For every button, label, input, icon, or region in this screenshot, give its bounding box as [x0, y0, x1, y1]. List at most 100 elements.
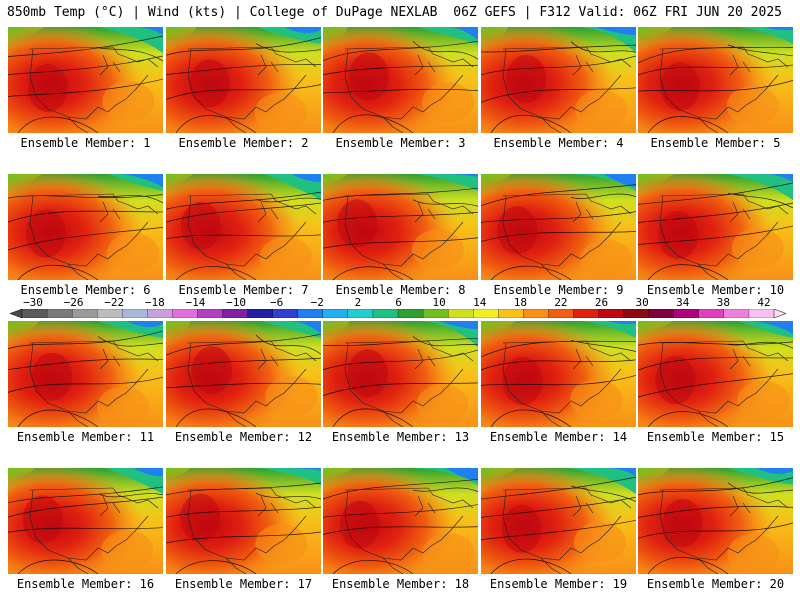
panel-map [638, 468, 793, 574]
ensemble-member-panel-20 [638, 468, 793, 574]
ensemble-member-panel-10 [638, 174, 793, 280]
ensemble-member-label: Ensemble Member: 14 [489, 430, 628, 444]
panel-map [8, 27, 163, 133]
ensemble-member-panel-17 [166, 468, 321, 574]
ensemble-member-label: Ensemble Member: 18 [331, 577, 470, 591]
ensemble-member-label: Ensemble Member: 17 [174, 577, 313, 591]
colorbar-swatch [397, 309, 424, 318]
colorbar-swatch [422, 309, 449, 318]
colorbar-tick-label: −22 [104, 296, 125, 309]
colorbar-tick-label: 2 [354, 296, 362, 309]
temperature-colorbar [10, 309, 786, 318]
ensemble-member-panel-19 [481, 468, 636, 574]
panel-map [166, 321, 321, 427]
panel-map [481, 27, 636, 133]
ensemble-member-panel-11 [8, 321, 163, 427]
colorbar-swatch [247, 309, 274, 318]
ensemble-member-panel-18 [323, 468, 478, 574]
colorbar-swatch [723, 309, 750, 318]
ensemble-member-panel-3 [323, 27, 478, 133]
colorbar-swatch [97, 309, 123, 318]
ensemble-member-label: Ensemble Member: 3 [335, 136, 466, 150]
ensemble-member-label: Ensemble Member: 19 [489, 577, 628, 591]
colorbar-tick-label: 10 [432, 296, 446, 309]
ensemble-member-panel-15 [638, 321, 793, 427]
ensemble-member-panel-4 [481, 27, 636, 133]
ensemble-member-panel-16 [8, 468, 163, 574]
panel-map [166, 468, 321, 574]
colorbar-swatch [673, 309, 700, 318]
model-run-label: 06Z GEFS | F312 Valid: 06Z FRI JUN 20 20… [453, 5, 782, 20]
colorbar-swatch [598, 309, 625, 318]
panel-map [323, 27, 478, 133]
panel-map [323, 321, 478, 427]
ensemble-member-label: Ensemble Member: 6 [20, 283, 151, 297]
panel-map [481, 174, 636, 280]
ensemble-member-panel-13 [323, 321, 478, 427]
colorbar-tick-label: −18 [144, 296, 165, 309]
colorbar-swatch [297, 309, 324, 318]
ensemble-member-panel-8 [323, 174, 478, 280]
panel-map [481, 468, 636, 574]
colorbar-tick-label: 14 [473, 296, 487, 309]
colorbar-swatch [197, 309, 223, 318]
ensemble-member-label: Ensemble Member: 11 [16, 430, 155, 444]
colorbar-tick-label: 38 [716, 296, 730, 309]
colorbar-tick-label: −6 [270, 296, 284, 309]
ensemble-member-label: Ensemble Member: 7 [178, 283, 309, 297]
panel-map [638, 174, 793, 280]
panel-map [638, 321, 793, 427]
colorbar-tick-label: 18 [513, 296, 527, 309]
ensemble-member-label: Ensemble Member: 13 [331, 430, 470, 444]
colorbar-tick-label: 22 [554, 296, 568, 309]
colorbar-swatch [122, 309, 148, 318]
colorbar-arrow-high [773, 309, 786, 318]
colorbar-tick-label: 42 [757, 296, 771, 309]
colorbar-tick-label: −14 [185, 296, 206, 309]
colorbar-swatch [172, 309, 198, 318]
panel-map [638, 27, 793, 133]
ensemble-member-panel-14 [481, 321, 636, 427]
panel-map [481, 321, 636, 427]
colorbar-tick-label: 26 [594, 296, 609, 309]
colorbar-tick-label: −26 [63, 296, 84, 309]
panel-map [166, 174, 321, 280]
colorbar-swatch [21, 309, 48, 318]
panel-map [8, 321, 163, 427]
colorbar-swatch [648, 309, 675, 318]
panel-map [8, 468, 163, 574]
colorbar-swatch [71, 309, 98, 318]
colorbar-tick-label: −2 [310, 296, 324, 309]
ensemble-member-label: Ensemble Member: 5 [650, 136, 781, 150]
ensemble-member-panel-9 [481, 174, 636, 280]
colorbar-swatch [322, 309, 349, 318]
panel-map [323, 468, 478, 574]
colorbar-swatch [473, 309, 499, 318]
ensemble-member-label: Ensemble Member: 9 [493, 283, 624, 297]
colorbar-swatch [523, 309, 549, 318]
panel-map [8, 174, 163, 280]
colorbar-tick-label: 6 [395, 296, 402, 309]
colorbar-swatch [573, 309, 599, 318]
colorbar-swatch [698, 309, 725, 318]
colorbar-swatch [372, 309, 399, 318]
ensemble-member-panel-12 [166, 321, 321, 427]
colorbar-swatch [447, 309, 474, 318]
map-title: 850mb Temp (°C) | Wind (kts) | College o… [7, 5, 438, 20]
ensemble-member-panel-6 [8, 174, 163, 280]
colorbar-swatch [46, 309, 73, 318]
ensemble-member-label: Ensemble Member: 4 [493, 136, 624, 150]
ensemble-member-panel-1 [8, 27, 163, 133]
colorbar-swatch [498, 309, 524, 318]
colorbar-arrow-low [10, 309, 23, 318]
colorbar-swatch [272, 309, 299, 318]
ensemble-member-panel-5 [638, 27, 793, 133]
colorbar-tick-label: 34 [676, 296, 690, 309]
colorbar-swatch [748, 309, 775, 318]
panel-map [323, 174, 478, 280]
ensemble-member-label: Ensemble Member: 20 [646, 577, 785, 591]
colorbar-swatch [347, 309, 374, 318]
colorbar-tick-label: 30 [635, 296, 649, 309]
ensemble-member-label: Ensemble Member: 10 [646, 283, 785, 297]
panel-map [166, 27, 321, 133]
